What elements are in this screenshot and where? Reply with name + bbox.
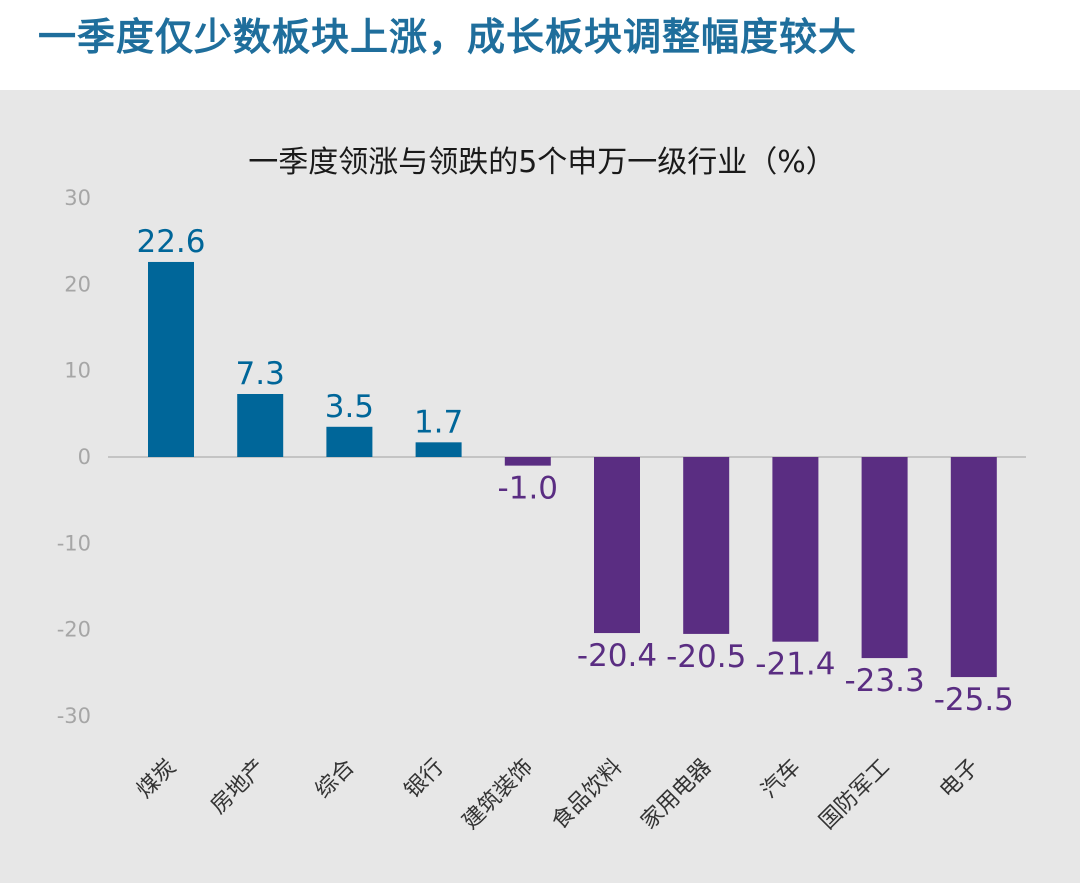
- bar-8: [861, 457, 908, 659]
- bar-chart: 一季度领涨与领跌的5个申万一级行业（%） 30 20 10 0 -10 -20 -30 22…: [57, 145, 1026, 835]
- value-label: -20.4: [577, 638, 657, 674]
- category-label: 电子: [935, 755, 984, 804]
- y-tick-label: -20: [57, 618, 91, 642]
- bar-2: [326, 426, 373, 457]
- chart-title: 一季度领涨与领跌的5个申万一级行业（%）: [248, 145, 836, 180]
- y-tick-label: 30: [64, 186, 91, 210]
- value-label: 7.3: [236, 356, 285, 392]
- y-tick-label: 0: [78, 445, 91, 469]
- category-label: 家用电器: [637, 755, 717, 835]
- value-label: 22.6: [136, 224, 205, 260]
- y-tick-label: 10: [64, 359, 91, 383]
- category-labels-group: 煤炭 房地产 综合 银行 建筑装饰 食品饮料 家用电器 汽车 国防军工 电子: [132, 755, 984, 835]
- category-label: 煤炭: [132, 755, 181, 804]
- bar-6: [683, 457, 730, 634]
- bar-5: [594, 457, 640, 634]
- value-label: -23.3: [844, 663, 924, 699]
- value-label: -25.5: [934, 682, 1014, 718]
- category-label: 银行: [400, 755, 449, 804]
- bar-3: [415, 442, 462, 457]
- bar-9: [950, 457, 997, 678]
- bar-7: [772, 457, 819, 642]
- value-label: 1.7: [414, 404, 463, 440]
- category-label: 综合: [311, 755, 360, 804]
- y-tick-label: 20: [64, 272, 91, 296]
- value-label: -21.4: [755, 647, 835, 683]
- value-label: -1.0: [498, 471, 559, 507]
- value-labels-group: 22.6 7.3 3.5 1.7 -1.0 -20.4 -20.5 -21.4 -23.3 -25…: [136, 224, 1013, 718]
- category-label: 房地产: [206, 755, 270, 819]
- y-axis: 30 20 10 0 -10 -20 -30: [57, 186, 91, 728]
- bars-group: [148, 261, 997, 678]
- value-label: 3.5: [325, 389, 374, 425]
- category-label: 汽车: [757, 755, 806, 804]
- category-label: 建筑装饰: [458, 755, 538, 835]
- bar-4: [504, 457, 551, 466]
- y-tick-label: -30: [57, 704, 91, 728]
- bar-1: [237, 394, 284, 457]
- category-label: 国防军工: [815, 755, 895, 835]
- chart-panel: 一季度领涨与领跌的5个申万一级行业（%） 30 20 10 0 -10 -20 -30 22…: [0, 90, 1080, 883]
- value-label: -20.5: [666, 639, 746, 675]
- category-label: 食品饮料: [547, 755, 627, 835]
- bar-0: [148, 261, 194, 457]
- headline: 一季度仅少数板块上涨，成长板块调整幅度较大: [38, 15, 858, 59]
- y-tick-label: -10: [57, 531, 91, 555]
